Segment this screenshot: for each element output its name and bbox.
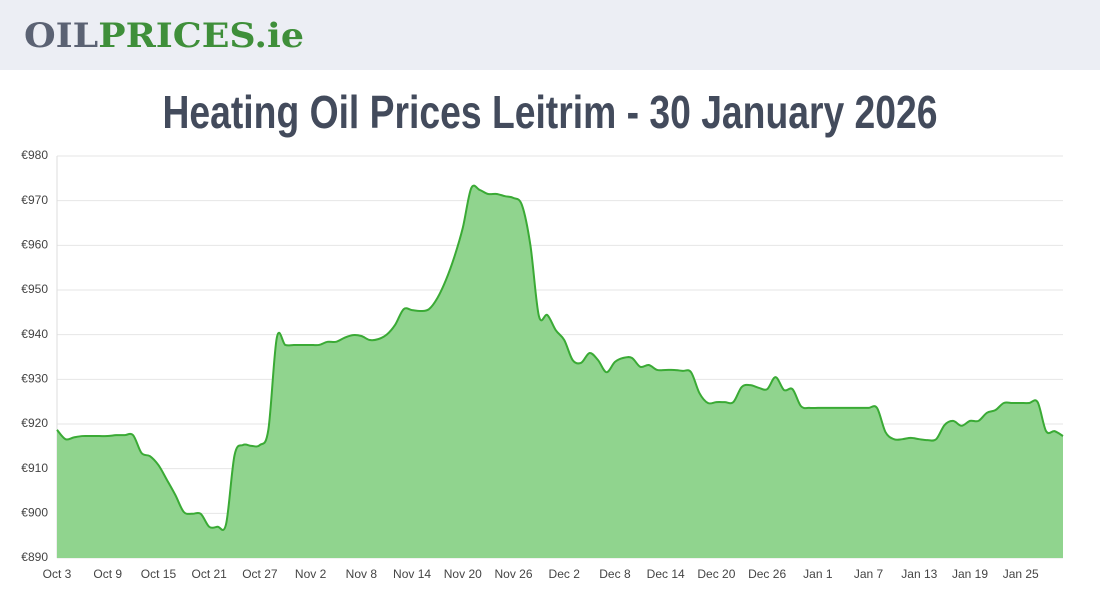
x-tick-label: Jan 1 [803,567,833,581]
x-tick-label: Jan 25 [1003,567,1039,581]
x-tick-label: Oct 3 [43,567,72,581]
x-tick-label: Dec 20 [697,567,735,581]
y-tick-label: €960 [21,238,48,252]
logo-oil: OIL [24,16,98,56]
y-tick-label: €910 [21,461,48,475]
x-tick-label: Oct 15 [141,567,177,581]
y-tick-label: €950 [21,282,48,296]
x-tick-label: Nov 26 [494,567,532,581]
y-tick-label: €900 [21,506,48,520]
x-tick-label: Dec 8 [599,567,631,581]
area [57,185,1063,558]
chart-title: Heating Oil Prices Leitrim - 30 January … [163,86,938,138]
x-tick-label: Oct 27 [242,567,278,581]
y-tick-label: €920 [21,416,48,430]
x-tick-label: Dec 26 [748,567,786,581]
y-tick-label: €930 [21,372,48,386]
x-tick-label: Jan 7 [854,567,884,581]
x-tick-label: Oct 9 [93,567,122,581]
x-tick-label: Jan 13 [901,567,937,581]
x-tick-label: Dec 14 [647,567,685,581]
x-tick-label: Nov 8 [346,567,378,581]
x-tick-label: Nov 2 [295,567,327,581]
x-tick-label: Dec 2 [549,567,581,581]
y-tick-label: €980 [21,148,48,162]
y-tick-label: €890 [21,550,48,564]
x-tick-label: Nov 20 [444,567,482,581]
header-bar [0,0,1100,70]
logo-prices: PRICES [98,16,254,56]
y-tick-label: €940 [21,327,48,341]
line [56,184,1064,532]
logo-tld: .ie [254,16,304,56]
logo[interactable]: OIL PRICES .ie [24,16,304,56]
x-tick-label: Nov 14 [393,567,431,581]
y-tick-label: €970 [21,193,48,207]
x-tick-label: Jan 19 [952,567,988,581]
x-tick-label: Oct 21 [191,567,227,581]
